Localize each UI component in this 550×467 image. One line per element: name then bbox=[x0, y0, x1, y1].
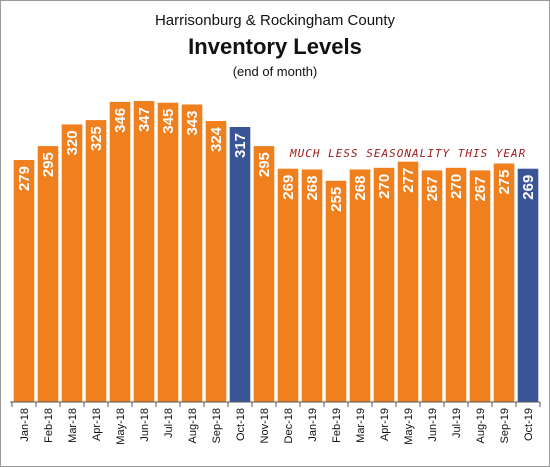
bar-sep-19 bbox=[493, 163, 515, 402]
bar-oct-19 bbox=[517, 168, 539, 402]
bar-jan-18 bbox=[13, 160, 35, 402]
bar-value-label: 268 bbox=[304, 176, 321, 201]
bar-value-label: 346 bbox=[112, 108, 129, 133]
x-tick-label: Jul-19 bbox=[451, 408, 463, 438]
bar-value-label: 277 bbox=[400, 168, 417, 193]
x-tick-label: Mar-19 bbox=[355, 408, 367, 443]
bar-value-label: 295 bbox=[256, 152, 273, 177]
bar-jul-18 bbox=[157, 102, 179, 402]
bar-value-label: 267 bbox=[472, 176, 489, 201]
x-tick-label: Jun-18 bbox=[139, 408, 151, 442]
x-tick-label: Apr-19 bbox=[379, 408, 391, 441]
bar-may-19 bbox=[397, 161, 419, 402]
bar-sep-18 bbox=[205, 121, 227, 402]
bar-apr-18 bbox=[85, 120, 107, 402]
bar-value-label: 279 bbox=[16, 166, 33, 191]
bar-may-18 bbox=[109, 101, 131, 403]
bar-value-label: 324 bbox=[208, 126, 225, 152]
x-tick-label: May-18 bbox=[115, 408, 127, 445]
x-tick-label: Aug-19 bbox=[475, 408, 487, 443]
x-tick-label: Jan-18 bbox=[19, 408, 31, 442]
bar-value-label: 295 bbox=[40, 152, 57, 177]
bar-aug-18 bbox=[181, 104, 203, 402]
x-tick-label: Apr-18 bbox=[91, 408, 103, 441]
bar-value-label: 347 bbox=[136, 107, 153, 132]
x-tick-label: Feb-18 bbox=[43, 408, 55, 443]
bar-value-label: 268 bbox=[352, 176, 369, 201]
bar-aug-19 bbox=[469, 170, 491, 402]
chart-subtitle: (end of month) bbox=[232, 64, 318, 79]
bar-apr-19 bbox=[373, 167, 395, 402]
bar-value-label: 269 bbox=[520, 175, 537, 200]
bar-nov-18 bbox=[253, 146, 275, 402]
bar-feb-19 bbox=[325, 180, 347, 402]
bar-jul-19 bbox=[445, 167, 467, 402]
x-tick-label: Oct-18 bbox=[235, 408, 247, 441]
bar-value-label: 275 bbox=[496, 170, 513, 195]
bar-feb-18 bbox=[37, 146, 59, 402]
x-tick-label: Jun-19 bbox=[427, 408, 439, 442]
chart-annotation: MUCH LESS SEASONALITY THIS YEAR bbox=[289, 147, 526, 160]
bar-mar-18 bbox=[61, 124, 83, 403]
bar-value-label: 320 bbox=[64, 130, 81, 155]
x-tick-label: Nov-18 bbox=[259, 408, 271, 443]
x-tick-label: Sep-19 bbox=[499, 408, 511, 443]
x-tick-label: Jul-18 bbox=[163, 408, 175, 438]
bar-value-label: 345 bbox=[160, 109, 177, 134]
bar-value-label: 317 bbox=[232, 133, 249, 158]
bar-value-label: 269 bbox=[280, 175, 297, 200]
bar-dec-18 bbox=[277, 168, 299, 402]
bar-value-label: 270 bbox=[448, 174, 465, 199]
chart-region-title: Harrisonburg & Rockingham County bbox=[154, 12, 396, 29]
bar-value-label: 267 bbox=[424, 176, 441, 201]
x-tick-label: May-19 bbox=[403, 408, 415, 445]
bar-jun-19 bbox=[421, 170, 443, 402]
bar-jan-19 bbox=[301, 169, 323, 402]
bars-group: 279 295 320 325 346 347 345 343 324 317 295 269 268 2… bbox=[13, 101, 539, 403]
x-tick-label: Oct-19 bbox=[523, 408, 535, 441]
bar-value-label: 270 bbox=[376, 174, 393, 199]
bar-jun-18 bbox=[133, 101, 155, 402]
x-tick-label: Dec-18 bbox=[283, 408, 295, 443]
bar-mar-19 bbox=[349, 169, 371, 402]
x-tick-label: Aug-18 bbox=[187, 408, 199, 443]
x-tick-label: Feb-19 bbox=[331, 408, 343, 443]
x-tick-label: Mar-18 bbox=[67, 408, 79, 443]
x-tick-label: Sep-18 bbox=[211, 408, 223, 443]
bar-value-label: 255 bbox=[328, 187, 345, 212]
bar-value-label: 343 bbox=[184, 111, 201, 136]
bar-value-label: 325 bbox=[88, 126, 105, 151]
chart-title: Inventory Levels bbox=[188, 34, 362, 59]
bar-oct-18 bbox=[229, 127, 251, 402]
x-tick-label: Jan-19 bbox=[307, 408, 319, 442]
x-ticks-group: Jan-18 Feb-18 Mar-18 Apr-18 May-18 Jun-18 Jul-… bbox=[11, 402, 541, 445]
